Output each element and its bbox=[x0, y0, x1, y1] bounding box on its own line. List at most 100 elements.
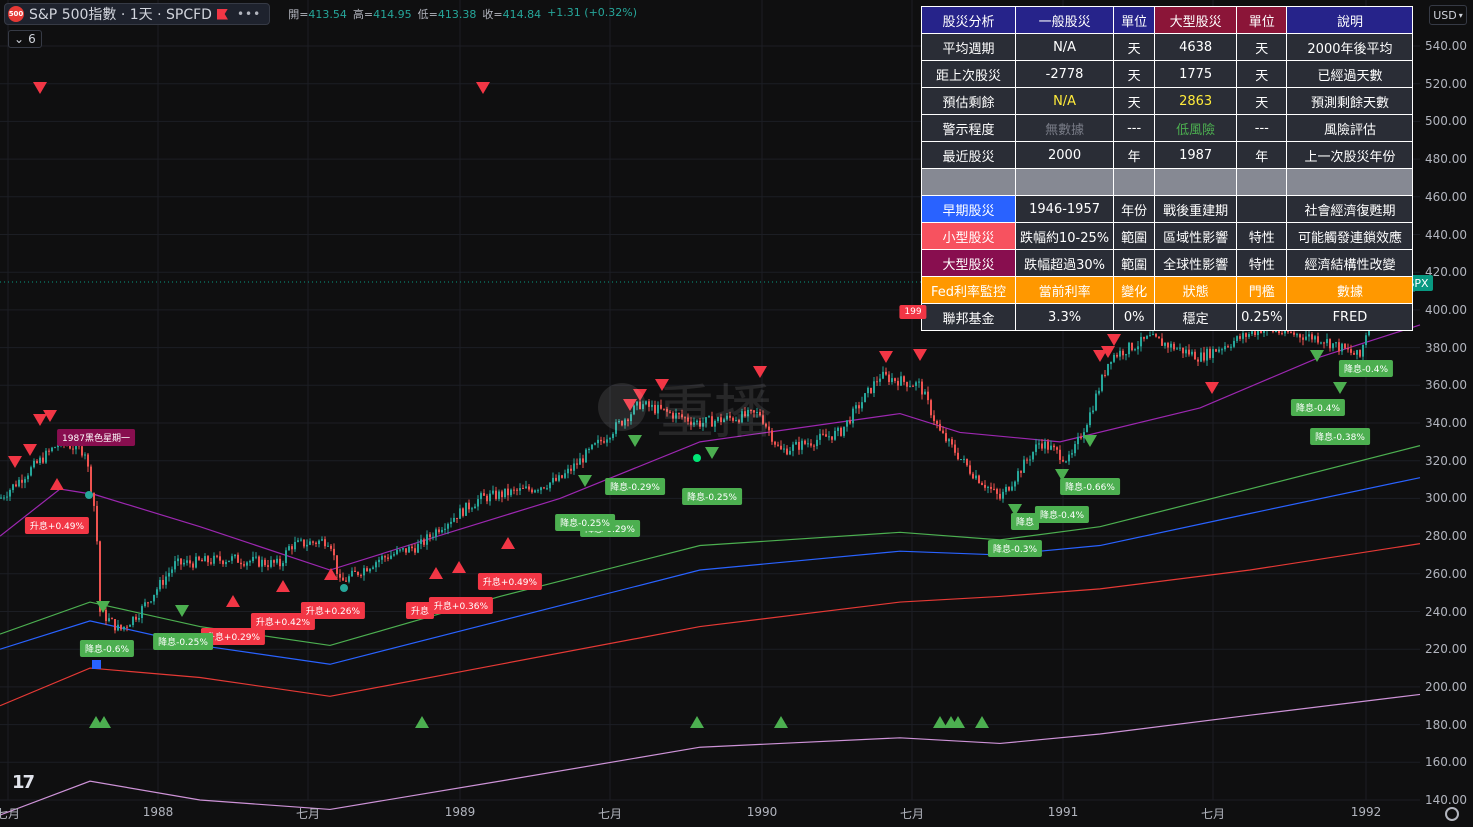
table-row: Fed利率監控 當前利率 變化 狀態 門檻 數據 bbox=[921, 276, 1414, 304]
candle-body bbox=[489, 493, 491, 502]
candle-body bbox=[93, 492, 95, 506]
candle-body bbox=[135, 616, 137, 620]
candle-body bbox=[543, 487, 545, 489]
candle-body bbox=[636, 401, 638, 406]
candle-body bbox=[987, 486, 989, 488]
candle-body bbox=[1041, 443, 1043, 449]
table-cell: 天 bbox=[1113, 33, 1156, 61]
candle-body bbox=[549, 482, 551, 489]
candle-body bbox=[825, 434, 827, 437]
candle-body bbox=[999, 493, 1001, 499]
candle-body bbox=[1257, 329, 1259, 336]
candle-body bbox=[1338, 342, 1340, 352]
triangle-up-icon bbox=[501, 537, 515, 549]
signal-dot bbox=[85, 491, 93, 499]
table-cell: 早期股災 bbox=[921, 195, 1016, 223]
candle-body bbox=[1224, 346, 1226, 350]
ma-red-line bbox=[0, 543, 1421, 707]
candle-body bbox=[303, 539, 305, 547]
candle-body bbox=[609, 438, 611, 440]
candle-body bbox=[576, 463, 578, 465]
candle-body bbox=[1116, 354, 1118, 357]
table-cell: 風險評估 bbox=[1286, 114, 1414, 142]
candle-body bbox=[1071, 453, 1073, 455]
triangle-up-icon bbox=[50, 478, 64, 490]
table-cell: FRED bbox=[1286, 303, 1414, 331]
triangle-down-icon bbox=[33, 82, 47, 94]
replay-icon bbox=[598, 383, 646, 431]
candle-body bbox=[315, 542, 317, 545]
table-cell bbox=[1236, 195, 1288, 223]
candle-body bbox=[888, 374, 890, 382]
candle-body bbox=[903, 376, 905, 382]
time-axis-label: 七月 bbox=[597, 807, 623, 821]
candle-body bbox=[777, 444, 779, 446]
candle-body bbox=[996, 489, 998, 494]
candle-body bbox=[810, 443, 812, 446]
candle-body bbox=[84, 454, 86, 456]
candle-body bbox=[603, 441, 605, 443]
more-options-icon[interactable]: ••• bbox=[236, 7, 262, 21]
triangle-up-icon bbox=[975, 716, 989, 728]
time-axis-label: 七月 bbox=[0, 807, 21, 821]
crash-label: 1987黑色星期一 bbox=[57, 429, 135, 446]
candle-body bbox=[1047, 441, 1049, 450]
candle-body bbox=[891, 378, 893, 382]
indicators-toggle[interactable]: ⌄ 6 bbox=[8, 30, 42, 48]
candle-body bbox=[339, 573, 341, 578]
candle-body bbox=[519, 488, 521, 491]
triangle-down-icon bbox=[175, 605, 189, 617]
triangle-down-icon bbox=[633, 389, 647, 401]
candle-body bbox=[1152, 333, 1154, 336]
candle-body bbox=[849, 420, 851, 424]
candle-body bbox=[672, 412, 674, 419]
candle-body bbox=[462, 508, 464, 516]
candle-body bbox=[507, 488, 509, 496]
candle-body bbox=[972, 473, 974, 479]
table-row: 平均週期 N/A 天 4638 天 2000年後平均 bbox=[921, 33, 1414, 61]
candle-body bbox=[1185, 349, 1187, 354]
table-cell: 天 bbox=[1236, 87, 1288, 115]
candle-body bbox=[1089, 412, 1091, 426]
candle-body bbox=[531, 489, 533, 493]
rate-hike-label: 升息+0.26% bbox=[300, 602, 366, 619]
candle-body bbox=[15, 484, 17, 487]
candle-body bbox=[477, 499, 479, 507]
candle-body bbox=[1215, 349, 1217, 352]
price-axis-label: 540.00 bbox=[1425, 39, 1467, 53]
currency-selector[interactable]: USD ▾ bbox=[1429, 5, 1467, 25]
gear-icon[interactable] bbox=[1445, 807, 1459, 821]
ohlc-values: 開=413.54 高=414.95 低=413.38 收=414.84 +1.3… bbox=[288, 6, 637, 22]
triangle-up-icon bbox=[97, 716, 111, 728]
candle-body bbox=[1143, 336, 1145, 339]
tradingview-logo[interactable]: 17 bbox=[12, 772, 35, 793]
candle-body bbox=[747, 409, 749, 417]
table-cell: 經濟結構性改變 bbox=[1286, 249, 1414, 277]
candle-body bbox=[174, 561, 176, 570]
candle-body bbox=[1239, 336, 1241, 339]
candle-body bbox=[312, 541, 314, 543]
candle-body bbox=[1035, 444, 1037, 452]
rate-cut-label: 降息-0.3% bbox=[987, 540, 1043, 557]
flag-icon[interactable] bbox=[216, 8, 228, 20]
candle-body bbox=[573, 463, 575, 471]
candle-body bbox=[939, 423, 941, 431]
candle-body bbox=[708, 416, 710, 418]
candle-body bbox=[1209, 348, 1211, 358]
table-cell: 0.25% bbox=[1236, 303, 1288, 331]
candle-body bbox=[1332, 343, 1334, 349]
candle-body bbox=[1350, 349, 1352, 353]
candle-body bbox=[1326, 339, 1328, 344]
triangle-down-icon bbox=[628, 435, 642, 447]
triangle-down-icon bbox=[913, 349, 927, 361]
triangle-down-icon bbox=[1333, 382, 1347, 394]
candle-body bbox=[390, 555, 392, 559]
candle-body bbox=[1029, 459, 1031, 461]
time-axis-label: 七月 bbox=[899, 807, 925, 821]
candle-body bbox=[306, 544, 308, 547]
price-axis-label: 500.00 bbox=[1425, 114, 1467, 129]
candle-body bbox=[399, 549, 401, 551]
rate-cut-label: 降息-0.6% bbox=[79, 640, 135, 657]
symbol-selector[interactable]: 500 S&P 500指數 · 1天 · SPCFD ••• bbox=[4, 3, 271, 25]
candle-body bbox=[780, 445, 782, 450]
